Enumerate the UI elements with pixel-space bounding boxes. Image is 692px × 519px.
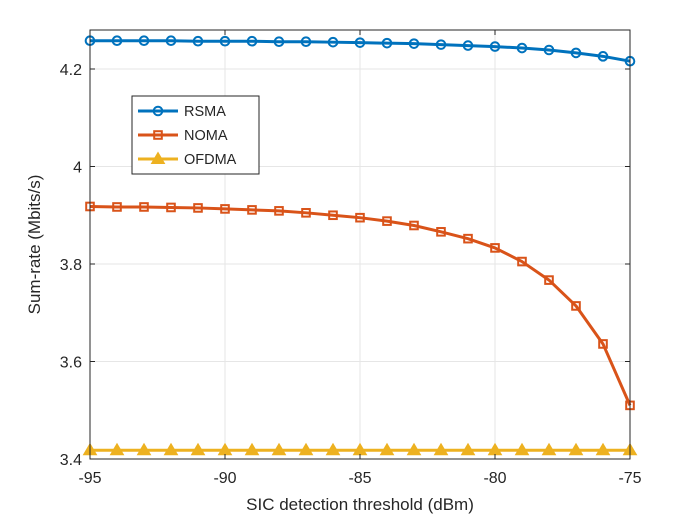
noma-point: [517, 256, 527, 267]
y-tick-label: 4.2: [60, 62, 82, 79]
ofdma-point: [406, 442, 422, 456]
legend-swatch-marker: [153, 130, 163, 140]
ofdma-point: [433, 442, 449, 456]
ofdma-point: [514, 442, 530, 456]
noma-point: [166, 202, 176, 213]
ofdma-point: [163, 442, 179, 456]
rsma-point: [300, 36, 312, 48]
noma-point: [274, 206, 284, 216]
noma-point: [571, 301, 581, 311]
ofdma-point: [244, 442, 260, 456]
legend: RSMA NOMA OFDMA: [131, 95, 260, 175]
noma-point: [220, 204, 230, 214]
noma-point: [544, 275, 554, 285]
x-tick-label: -80: [483, 470, 506, 487]
legend-entry-ofdma: OFDMA: [138, 151, 237, 168]
noma-point: [436, 227, 446, 237]
rsma-point: [408, 38, 420, 49]
series-ofdma: [82, 442, 638, 456]
noma-point: [112, 202, 122, 212]
rsma-point: [273, 36, 285, 48]
ofdma-point: [190, 442, 206, 456]
rsma-point: [435, 39, 447, 50]
rsma-point: [516, 42, 528, 54]
y-tick-label: 3.4: [60, 452, 82, 469]
legend-entry-noma: NOMA: [138, 128, 228, 144]
noma-point: [301, 208, 311, 218]
noma-point: [247, 205, 257, 215]
ofdma-point: [568, 442, 584, 456]
rsma-point: [165, 35, 177, 47]
ofdma-point: [325, 442, 341, 456]
rsma-line: [90, 39, 631, 63]
ofdma-point: [109, 442, 125, 456]
noma-point: [139, 202, 149, 212]
noma-point: [355, 212, 365, 223]
rsma-point: [597, 51, 609, 62]
ofdma-point: [136, 442, 152, 456]
noma-point: [463, 233, 473, 244]
x-tick-label: -75: [618, 470, 641, 487]
noma-point: [490, 243, 500, 253]
rsma-point: [543, 44, 555, 56]
ofdma-point: [595, 442, 611, 456]
noma-point: [382, 216, 392, 226]
legend-label-rsma: RSMA: [184, 104, 226, 120]
ofdma-point: [460, 442, 476, 456]
rsma-point: [246, 35, 258, 47]
legend-label-noma: NOMA: [184, 128, 228, 144]
rsma-point: [111, 35, 123, 47]
ofdma-point: [271, 442, 287, 456]
ofdma-point: [541, 442, 557, 456]
noma-point: [409, 220, 419, 231]
rsma-point: [354, 37, 366, 48]
y-tick-label: 3.8: [60, 257, 82, 274]
legend-swatch-marker: [150, 151, 166, 165]
noma-line: [89, 204, 632, 406]
x-tick-label: -95: [78, 470, 101, 487]
axis-ticks: -95 -90 -85 -80 -75 3.4 3.6 3.8 4 4.2: [60, 30, 642, 487]
noma-point: [328, 210, 338, 221]
rsma-point: [192, 35, 204, 47]
rsma-point: [219, 35, 231, 47]
rsma-point: [570, 47, 582, 59]
ofdma-point: [298, 442, 314, 456]
x-tick-label: -85: [348, 470, 371, 487]
legend-swatch-marker: [152, 105, 164, 117]
legend-entry-rsma: RSMA: [138, 104, 226, 120]
rsma-point: [381, 37, 393, 49]
noma-point: [193, 203, 203, 213]
y-axis-label: Sum-rate (Mbits/s): [25, 175, 44, 315]
x-tick-label: -90: [213, 470, 236, 487]
noma-point: [598, 339, 608, 349]
rsma-point: [138, 35, 150, 47]
ofdma-point: [379, 442, 395, 456]
rsma-point: [462, 40, 474, 51]
series-layer: [82, 35, 638, 456]
y-tick-label: 3.6: [60, 355, 82, 372]
rsma-point: [327, 36, 339, 48]
y-tick-label: 4: [73, 160, 82, 177]
legend-label-ofdma: OFDMA: [184, 152, 237, 168]
rsma-point: [489, 41, 501, 52]
x-axis-label: SIC detection threshold (dBm): [246, 495, 474, 514]
